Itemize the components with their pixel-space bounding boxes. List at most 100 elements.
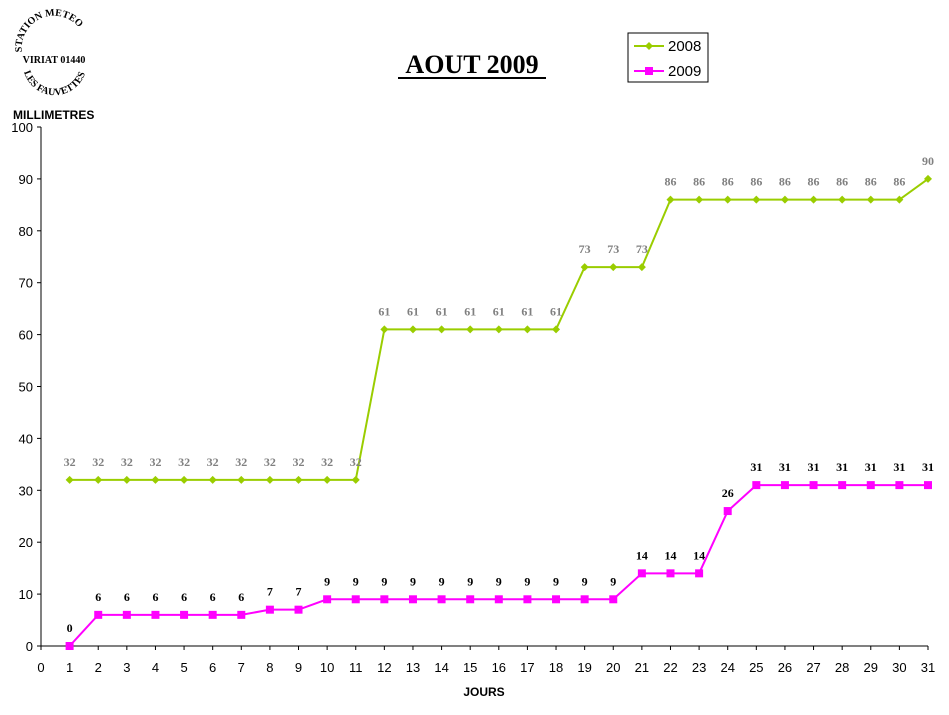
- x-tick-label: 3: [123, 660, 130, 675]
- legend-item-2009: 2009: [634, 63, 701, 80]
- y-tick-label: 90: [19, 172, 33, 187]
- data-label-2009: 31: [893, 460, 905, 474]
- data-label-2008: 86: [836, 175, 848, 189]
- data-point-2009: [666, 569, 675, 578]
- x-tick-label: 13: [406, 660, 420, 675]
- data-point-2009: [609, 595, 618, 604]
- x-tick-label: 29: [864, 660, 878, 675]
- y-tick-label: 40: [19, 431, 33, 446]
- data-label-2009: 9: [610, 574, 616, 588]
- x-tick-label: 18: [549, 660, 563, 675]
- data-point-2008: [265, 475, 274, 484]
- data-point-2008: [809, 195, 818, 204]
- x-tick-label: 17: [520, 660, 534, 675]
- data-point-2008: [723, 195, 732, 204]
- data-point-2008: [294, 475, 303, 484]
- data-point-2008: [208, 475, 217, 484]
- data-point-2008: [151, 475, 160, 484]
- data-point-2009: [695, 569, 704, 578]
- x-tick-label: 9: [295, 660, 302, 675]
- x-tick-label: 21: [635, 660, 649, 675]
- data-label-2009: 31: [750, 460, 762, 474]
- data-point-2008: [695, 195, 704, 204]
- data-label-2008: 90: [922, 154, 934, 168]
- x-ticks: 0 1 2 3 4 5 6 7 8 9 10 11 12 13 14 15 16 17 18 19 20 21 22 23 24…: [37, 646, 935, 675]
- data-point-2008: [609, 263, 618, 272]
- data-point-2008: [752, 195, 761, 204]
- y-tick-label: 0: [26, 639, 33, 654]
- legend-marker-2009: [645, 67, 653, 75]
- data-label-2009: 31: [922, 460, 934, 474]
- data-label-2009: 14: [693, 548, 705, 562]
- data-label-2009: 9: [496, 574, 502, 588]
- data-label-2009: 6: [95, 590, 101, 604]
- data-label-2009: 6: [124, 590, 130, 604]
- legend-box: [627, 32, 709, 83]
- data-label-2008: 86: [664, 175, 676, 189]
- data-point-2009: [265, 605, 274, 614]
- x-axis-label: JOURS: [463, 685, 504, 699]
- legend-marker-2008: [645, 42, 653, 50]
- data-label-2008: 86: [693, 175, 705, 189]
- data-point-2009: [866, 481, 875, 490]
- x-tick-label: 11: [349, 660, 363, 675]
- data-label-2009: 7: [296, 585, 302, 599]
- data-point-2008: [866, 195, 875, 204]
- x-tick-label: 0: [37, 660, 44, 675]
- x-tick-label: 25: [749, 660, 763, 675]
- data-label-2009: 31: [779, 460, 791, 474]
- data-point-2009: [122, 610, 131, 619]
- data-label-2009: 9: [553, 574, 559, 588]
- legend: 2008 2009: [627, 32, 709, 83]
- data-point-2009: [895, 481, 904, 490]
- data-label-2009: 6: [210, 590, 216, 604]
- data-point-2008: [580, 263, 589, 272]
- data-label-2008: 32: [149, 455, 161, 469]
- data-point-2009: [65, 642, 74, 650]
- series-line-2009: [68, 484, 928, 647]
- x-tick-label: 26: [778, 660, 792, 675]
- data-point-2009: [780, 481, 789, 490]
- data-point-2009: [723, 507, 732, 516]
- data-label-2008: 32: [235, 455, 247, 469]
- data-label-2008: 32: [293, 455, 305, 469]
- data-point-2009: [752, 481, 761, 490]
- data-label-2009: 9: [381, 574, 387, 588]
- data-label-2008: 86: [808, 175, 820, 189]
- x-tick-label: 1: [66, 660, 73, 675]
- data-point-2009: [151, 610, 160, 619]
- data-label-2008: 61: [436, 304, 448, 318]
- x-tick-label: 22: [663, 660, 677, 675]
- data-label-2009: 26: [722, 486, 734, 500]
- data-label-2008: 32: [207, 455, 219, 469]
- data-label-2009: 9: [467, 574, 473, 588]
- data-label-2008: 61: [521, 304, 533, 318]
- data-label-2009: 14: [636, 548, 648, 562]
- data-label-2009: 9: [582, 574, 588, 588]
- y-tick-label: 30: [19, 483, 33, 498]
- data-point-2009: [237, 610, 246, 619]
- data-label-2008: 32: [121, 455, 133, 469]
- data-label-2008: 61: [464, 304, 476, 318]
- data-point-2009: [809, 481, 818, 490]
- y-ticks: 0 10 20 30 40 50 60 70 80 90 100: [11, 120, 41, 654]
- data-label-2008: 32: [92, 455, 104, 469]
- station-stamp: STATION METEO VIRIAT 01440 LES FAUVETTES: [14, 7, 88, 98]
- data-label-2009: 6: [152, 590, 158, 604]
- data-point-2008: [437, 325, 446, 334]
- data-point-2009: [94, 610, 103, 619]
- data-point-2008: [838, 195, 847, 204]
- data-label-2008: 86: [893, 175, 905, 189]
- x-tick-label: 2: [95, 660, 102, 675]
- x-tick-label: 31: [921, 660, 935, 675]
- data-point-2008: [494, 325, 503, 334]
- data-point-2008: [780, 195, 789, 204]
- x-tick-label: 4: [152, 660, 159, 675]
- x-tick-label: 24: [720, 660, 734, 675]
- data-label-2008: 32: [64, 455, 76, 469]
- x-tick-label: 19: [577, 660, 591, 675]
- data-point-2009: [494, 595, 503, 604]
- stamp-middle-text: VIRIAT 01440: [23, 55, 86, 66]
- legend-label-2008: 2008: [668, 38, 701, 55]
